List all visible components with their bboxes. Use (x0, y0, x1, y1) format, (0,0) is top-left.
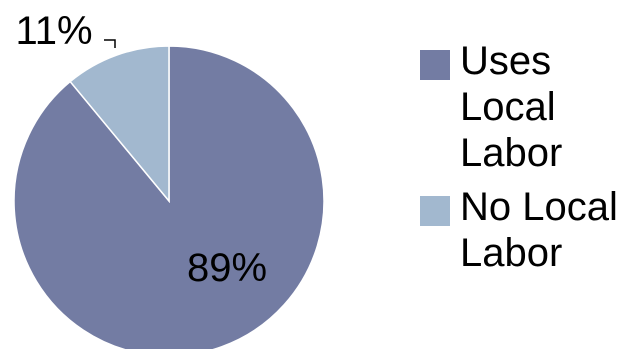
data-label-uses-local-labor: 89% (187, 246, 267, 290)
legend-item-uses-local-labor: Uses Local Labor (420, 38, 640, 176)
legend-swatch-uses-local-labor (420, 50, 450, 80)
pie-slice-no-local-labor (69, 45, 170, 204)
legend-label-line: Uses (460, 39, 552, 83)
legend-label-line: Local (460, 85, 556, 129)
legend-label-line: Labor (460, 131, 563, 175)
legend-label-line: Labor (460, 231, 563, 275)
legend-swatch-no-local-labor (420, 196, 450, 226)
legend: Uses Local Labor No Local Labor (420, 38, 640, 284)
legend-item-no-local-labor: No Local Labor (420, 184, 640, 276)
pie-chart: 89% 11% (13, 9, 325, 349)
leader-line-no-local-labor (104, 39, 116, 48)
pie-slice-uses-local-labor (13, 45, 325, 349)
data-label-no-local-labor: 11% (15, 9, 92, 53)
legend-label-line: No Local (460, 185, 618, 229)
